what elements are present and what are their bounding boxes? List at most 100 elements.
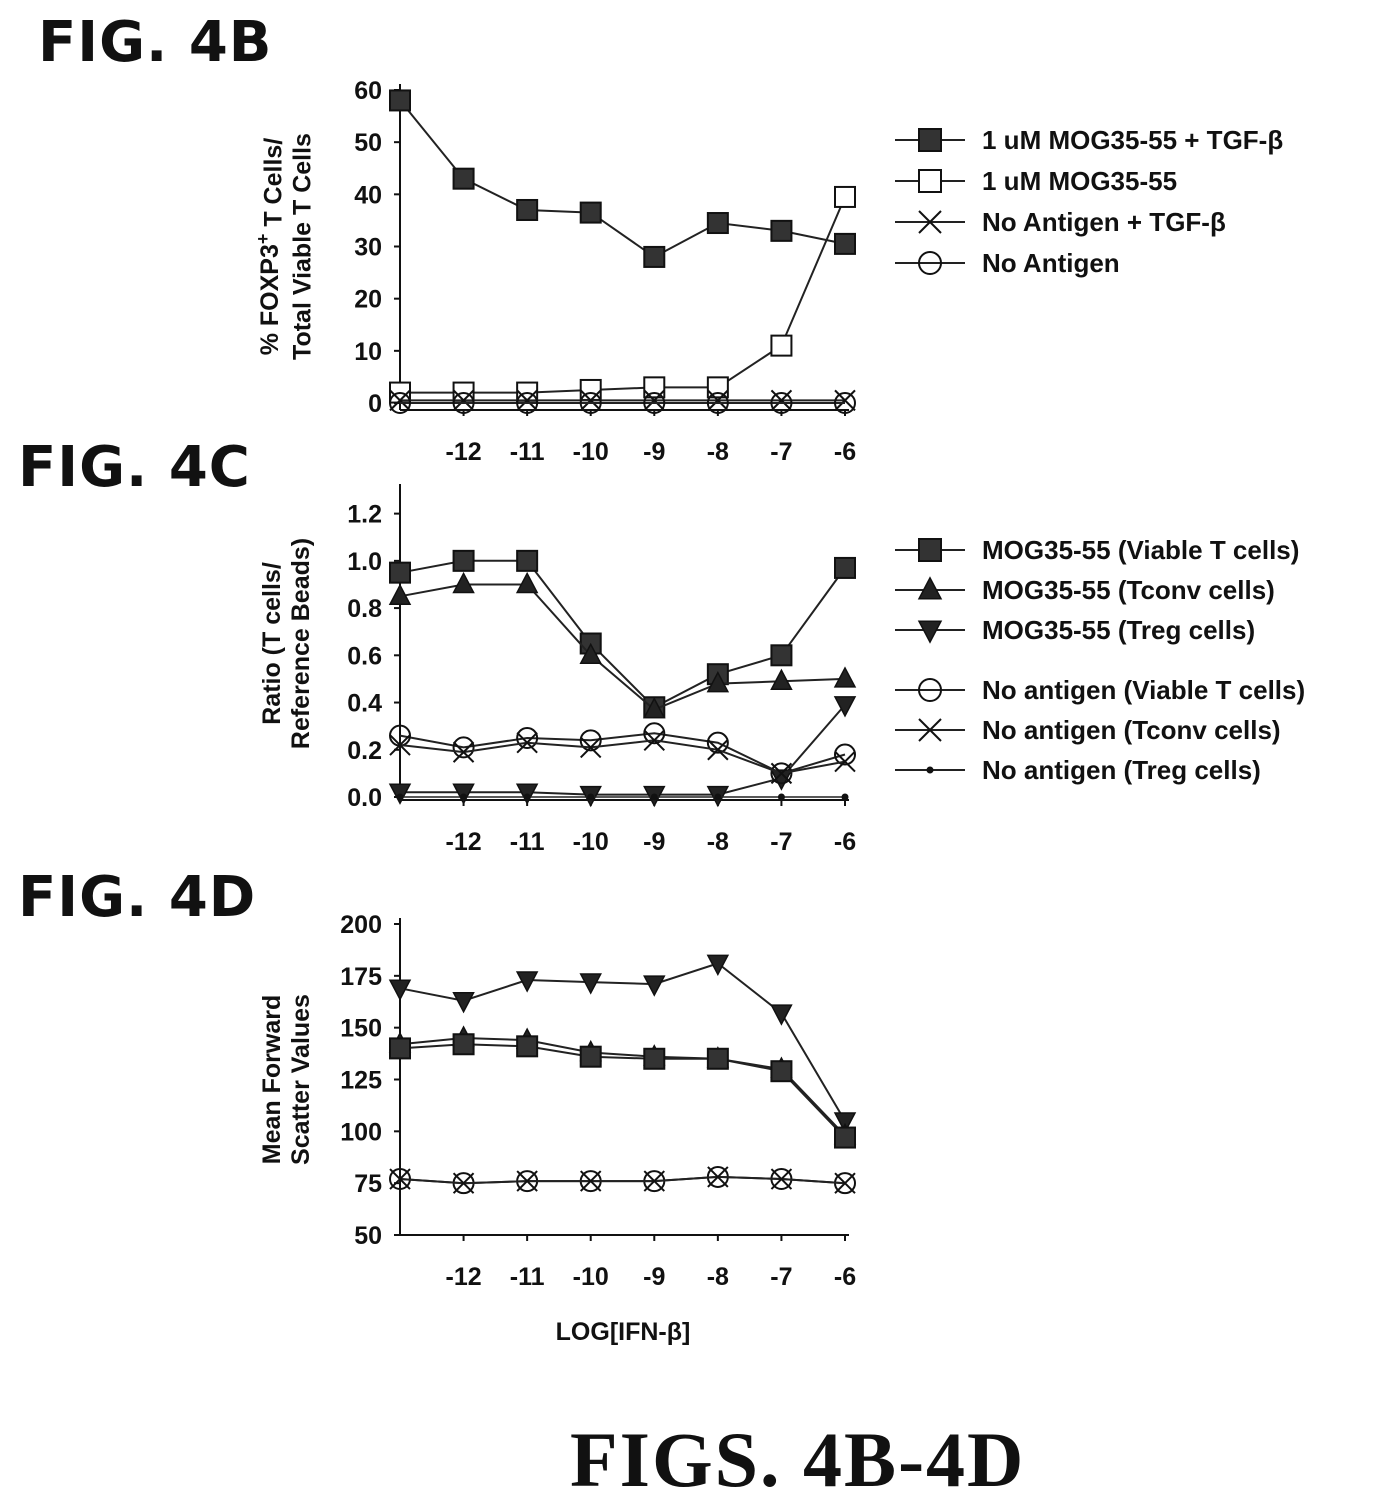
x-tick-label: -11 — [510, 828, 545, 856]
data-point — [770, 644, 793, 667]
series-line — [400, 704, 846, 796]
data-point — [643, 722, 666, 745]
data-point — [834, 743, 856, 766]
data-point — [516, 726, 539, 749]
y-tick-label: 175 — [340, 963, 382, 991]
data-point — [834, 389, 856, 412]
data-point — [452, 736, 475, 759]
data-point — [643, 975, 666, 997]
x-tick-label: -8 — [707, 438, 729, 466]
y-tick-label: 0.8 — [347, 595, 382, 623]
data-point — [389, 1037, 411, 1060]
x-tick-label: -10 — [573, 828, 609, 856]
series-line — [399, 739, 846, 775]
figure-label-4b: FIG. 4B — [38, 10, 273, 75]
y-tick-label: 0.4 — [347, 690, 382, 718]
data-point — [770, 762, 793, 785]
chart-panel-2: 0.0 0.2 0.4 0.6 0.8 1.0 1.2 -12 -11 -10 -9 -8 -7 -6 Ra… — [258, 484, 1305, 856]
data-point — [580, 389, 602, 412]
x-tick-label: -9 — [643, 1263, 665, 1291]
data-point — [516, 549, 539, 572]
legend-entry: No Antigen + TGF-β — [895, 207, 1226, 237]
x-tick-label: -7 — [770, 828, 792, 856]
data-point — [706, 376, 729, 399]
x-tick-label: -6 — [834, 828, 856, 856]
x-tick-label: -7 — [770, 1263, 792, 1291]
x-tick-label: -6 — [834, 1263, 856, 1291]
x-tick-label: -10 — [573, 438, 609, 466]
y-tick-label: 0.0 — [347, 784, 382, 812]
data-point — [770, 389, 793, 412]
legend-entry: MOG35-55 (Treg cells) — [895, 615, 1255, 645]
data-point — [460, 793, 468, 801]
data-point — [833, 696, 857, 718]
y-axis-label: Ratio (T cells/Reference Beads) — [258, 538, 315, 749]
y-tick-label: 125 — [340, 1067, 382, 1095]
series-line — [399, 732, 846, 775]
data-point — [579, 729, 602, 752]
data-point — [452, 549, 475, 572]
data-point — [706, 392, 729, 414]
legend-label: No Antigen + TGF-β — [982, 207, 1226, 237]
y-tick-label: 40 — [354, 181, 382, 209]
legend-entry: MOG35-55 (Viable T cells) — [895, 535, 1299, 565]
data-point — [650, 793, 658, 801]
legend-label: MOG35-55 (Treg cells) — [982, 615, 1255, 645]
x-tick-label: -6 — [834, 438, 856, 466]
data-point — [516, 198, 539, 221]
data-point — [389, 392, 411, 414]
data-point — [515, 571, 539, 594]
x-tick-label: -12 — [446, 828, 482, 856]
y-tick-label: 50 — [354, 129, 382, 157]
y-axis-label: Mean ForwardScatter Values — [258, 994, 315, 1165]
data-point — [770, 392, 793, 414]
legend-marker — [918, 251, 942, 275]
data-point — [833, 1112, 857, 1134]
data-point — [833, 666, 857, 688]
data-point — [834, 750, 856, 773]
data-point — [389, 561, 411, 584]
data-point — [643, 389, 665, 412]
legend-label: MOG35-55 (Viable T cells) — [982, 535, 1299, 565]
data-point — [643, 1047, 666, 1070]
data-point — [707, 1166, 729, 1188]
legend-marker — [918, 538, 942, 562]
legend-entry: No Antigen — [895, 248, 1120, 278]
x-tick-label: -11 — [510, 438, 545, 466]
data-point — [579, 642, 602, 665]
y-tick-label: 0 — [368, 390, 382, 418]
data-point — [643, 376, 666, 399]
data-point — [770, 1168, 793, 1190]
x-tick-label: -8 — [707, 828, 729, 856]
data-point — [587, 793, 595, 801]
legend-marker — [918, 210, 942, 234]
legend-label: No antigen (Treg cells) — [982, 755, 1261, 785]
series-line — [399, 1043, 846, 1139]
y-tick-label: 50 — [354, 1222, 382, 1250]
data-point — [396, 793, 404, 801]
data-point — [452, 1033, 475, 1056]
data-point — [579, 973, 602, 995]
data-point — [388, 979, 412, 1001]
legend-marker — [918, 678, 942, 702]
data-point — [579, 201, 602, 224]
y-tick-label: 30 — [354, 234, 382, 262]
data-point — [452, 571, 475, 594]
data-point — [643, 697, 666, 719]
data-point — [389, 1168, 411, 1190]
data-point — [452, 389, 475, 412]
y-tick-label: 20 — [354, 286, 382, 314]
data-point — [770, 1060, 793, 1083]
data-point — [834, 185, 856, 208]
y-tick-label: 60 — [354, 77, 382, 105]
data-point — [770, 1004, 793, 1026]
data-point — [452, 741, 475, 763]
data-point — [643, 1170, 665, 1192]
data-point — [643, 729, 665, 752]
data-point — [516, 1170, 538, 1192]
y-axis-label: % FOXP3+ T Cells/Total Viable T Cells — [253, 133, 316, 360]
data-point — [706, 1047, 729, 1070]
x-tick-label: -12 — [446, 1263, 482, 1291]
data-point — [643, 245, 666, 268]
legend-marker — [918, 718, 942, 742]
